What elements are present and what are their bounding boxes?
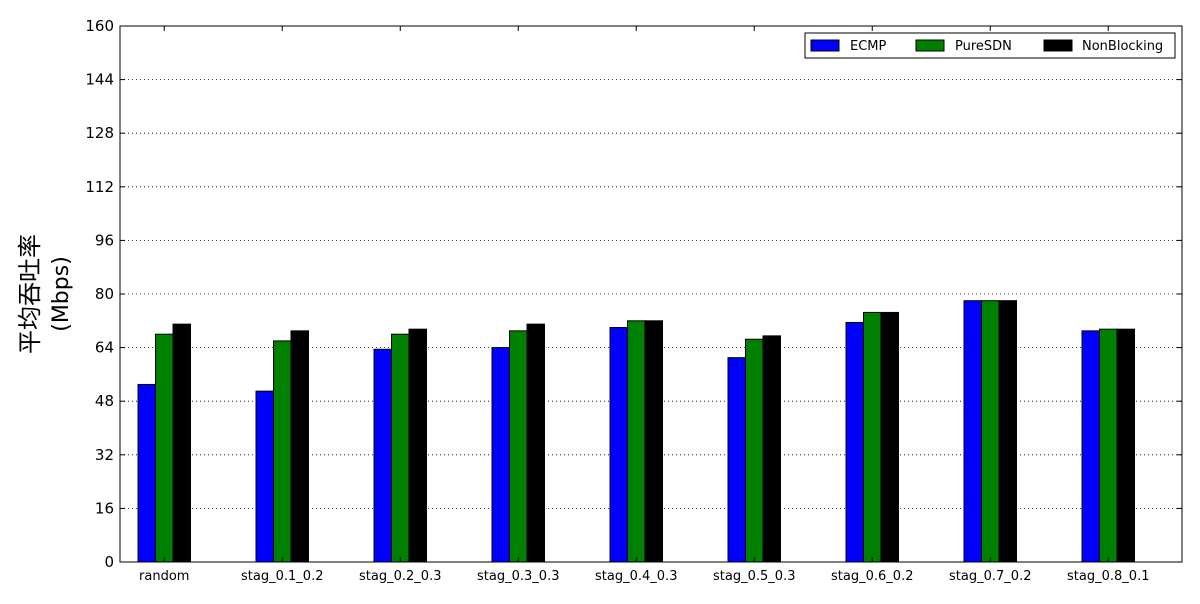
y-tick-label: 144 xyxy=(85,71,114,89)
bar-ecmp-stag-0-1-0-2 xyxy=(255,390,274,563)
bar-ecmp-stag-0-8-0-1 xyxy=(1081,330,1100,563)
bar-puresdn-stag-0-7-0-2 xyxy=(981,300,1000,563)
bar-ecmp-stag-0-4-0-3 xyxy=(609,327,628,563)
y-tick-label: 0 xyxy=(104,553,114,571)
bar-puresdn-stag-0-6-0-2 xyxy=(863,311,882,563)
bar-nonblocking-stag-0-6-0-2 xyxy=(880,311,899,563)
bar-puresdn-stag-0-4-0-3 xyxy=(627,320,646,563)
y-tick-label: 112 xyxy=(85,178,114,196)
bar-puresdn-stag-0-2-0-3 xyxy=(391,333,410,563)
y-tick-label: 16 xyxy=(95,499,114,517)
bar-puresdn-stag-0-1-0-2 xyxy=(273,340,292,563)
bar-nonblocking-stag-0-3-0-3 xyxy=(526,323,545,563)
x-tick-label: stag_0.5_0.3 xyxy=(713,569,795,584)
y-tick-label: 128 xyxy=(85,124,114,142)
x-tick-label: stag_0.8_0.1 xyxy=(1067,569,1149,584)
x-tick-label: stag_0.6_0.2 xyxy=(831,569,913,584)
x-tick-label: stag_0.2_0.3 xyxy=(359,569,441,584)
bar-nonblocking-stag-0-7-0-2 xyxy=(998,300,1017,563)
bar-nonblocking-stag-0-1-0-2 xyxy=(290,330,309,563)
bar-nonblocking-stag-0-2-0-3 xyxy=(408,328,427,563)
legend-swatch-nonblocking xyxy=(1043,39,1073,52)
bar-puresdn-stag-0-3-0-3 xyxy=(509,330,528,563)
bar-ecmp-stag-0-2-0-3 xyxy=(373,348,392,563)
bar-nonblocking-random xyxy=(172,323,191,563)
y-tick-label: 48 xyxy=(95,392,114,410)
bar-puresdn-random xyxy=(155,333,174,563)
x-tick-label: stag_0.7_0.2 xyxy=(949,569,1031,584)
legend-label-ecmp: ECMP xyxy=(850,39,887,54)
bar-ecmp-stag-0-3-0-3 xyxy=(491,347,510,563)
bar-ecmp-stag-0-6-0-2 xyxy=(845,321,864,563)
bar-puresdn-stag-0-8-0-1 xyxy=(1099,328,1118,563)
legend-box xyxy=(804,32,1176,59)
y-tick-label: 80 xyxy=(95,285,114,303)
legend-swatch-puresdn xyxy=(915,39,945,52)
bar-nonblocking-stag-0-4-0-3 xyxy=(644,320,663,563)
x-tick-label: stag_0.3_0.3 xyxy=(477,569,559,584)
y-axis-title-line: (Mbps) xyxy=(49,256,74,332)
bar-nonblocking-stag-0-5-0-3 xyxy=(762,335,781,563)
bar-ecmp-stag-0-5-0-3 xyxy=(727,357,746,563)
x-tick-label: stag_0.4_0.3 xyxy=(595,569,677,584)
y-tick-label: 64 xyxy=(95,339,114,357)
y-tick-label: 160 xyxy=(85,17,114,35)
legend-label-nonblocking: NonBlocking xyxy=(1082,39,1163,54)
bar-nonblocking-stag-0-8-0-1 xyxy=(1116,328,1135,563)
bar-puresdn-stag-0-5-0-3 xyxy=(745,338,764,563)
legend: ECMP PureSDN NonBlocking xyxy=(804,32,1176,59)
axis-ticks: 0 16 32 48 64 80 96 112 128 144 160 random stag_0.1_… xyxy=(85,17,1182,584)
bar-ecmp-random xyxy=(137,383,156,563)
x-tick-label: stag_0.1_0.2 xyxy=(241,569,323,584)
legend-label-puresdn: PureSDN xyxy=(955,39,1012,54)
y-axis-label: 平均吞吐率 (Mbps) xyxy=(16,234,74,354)
y-axis-title-line: 平均吞吐率 xyxy=(16,234,44,354)
y-tick-label: 96 xyxy=(95,231,114,249)
bar-ecmp-stag-0-7-0-2 xyxy=(963,300,982,563)
bars xyxy=(137,300,1135,563)
y-axis-title: 平均吞吐率 (Mbps) xyxy=(16,234,74,354)
legend-swatch-ecmp xyxy=(810,39,840,52)
x-tick-label: random xyxy=(139,569,189,584)
y-tick-label: 32 xyxy=(95,446,114,464)
